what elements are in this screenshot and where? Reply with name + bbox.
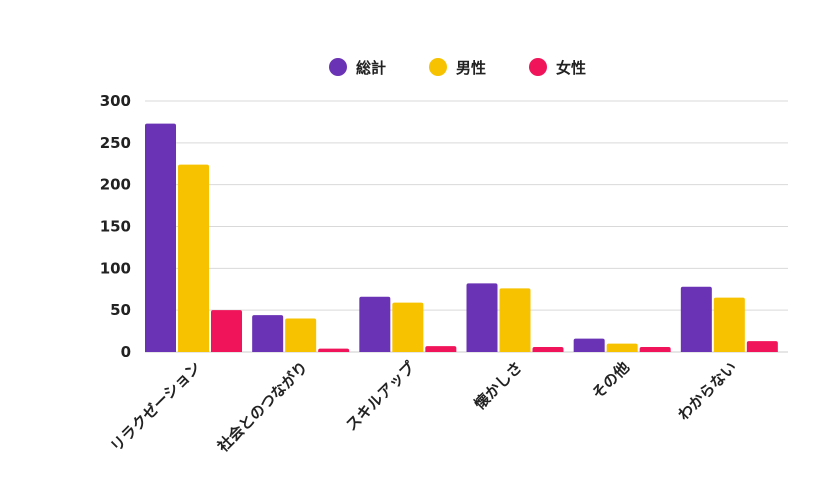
y-tick-label: 0 xyxy=(121,343,131,361)
y-tick-label: 100 xyxy=(100,259,131,277)
legend-label: 女性 xyxy=(556,59,586,77)
x-tick-label: 懐かしさ xyxy=(471,358,526,413)
legend-item: 総計 xyxy=(329,58,386,77)
y-tick-label: 150 xyxy=(100,218,131,236)
bar xyxy=(573,338,605,352)
bars xyxy=(145,123,778,352)
y-tick-label: 50 xyxy=(110,301,131,319)
bar xyxy=(285,318,317,352)
bar xyxy=(532,346,564,352)
legend-label: 男性 xyxy=(456,59,486,77)
legend-item: 男性 xyxy=(429,58,486,77)
x-tick-label: わからない xyxy=(674,358,740,424)
bar-group xyxy=(359,296,457,352)
y-tick-label: 300 xyxy=(100,92,131,110)
x-tick-label: リラクゼーション xyxy=(107,358,204,455)
bar xyxy=(252,315,284,352)
bar-group xyxy=(466,283,564,352)
legend-swatch xyxy=(429,58,447,76)
bar xyxy=(746,341,778,352)
bar xyxy=(392,302,424,352)
bar xyxy=(318,348,350,352)
bar xyxy=(680,286,712,352)
bar-group xyxy=(573,338,671,352)
bar xyxy=(178,164,209,352)
legend-item: 女性 xyxy=(529,58,586,77)
chart-legend: 総計 男性 女性 xyxy=(329,58,586,77)
bar xyxy=(425,346,457,352)
x-tick-label: 社会とのつながり xyxy=(213,358,311,456)
bar xyxy=(359,296,391,352)
x-axis: リラクゼーション 社会とのつながり スキルアップ 懐かしさ その他 わからない xyxy=(107,357,740,456)
bar-group xyxy=(680,286,778,352)
y-axis: 0 50 100 150 200 250 300 xyxy=(100,92,131,361)
y-tick-label: 250 xyxy=(100,134,131,152)
bar xyxy=(499,288,531,352)
bar xyxy=(145,123,176,352)
x-tick-label: スキルアップ xyxy=(342,357,419,434)
bar-group xyxy=(145,123,242,352)
x-tick-label: その他 xyxy=(588,358,633,403)
bar xyxy=(639,346,671,352)
legend-swatch xyxy=(529,58,547,76)
bar xyxy=(606,343,638,352)
bar xyxy=(466,283,498,352)
y-tick-label: 200 xyxy=(100,176,131,194)
legend-swatch xyxy=(329,58,347,76)
bar xyxy=(713,297,745,352)
legend-label: 総計 xyxy=(356,59,386,77)
bar xyxy=(211,310,242,352)
bar-group xyxy=(252,315,350,352)
